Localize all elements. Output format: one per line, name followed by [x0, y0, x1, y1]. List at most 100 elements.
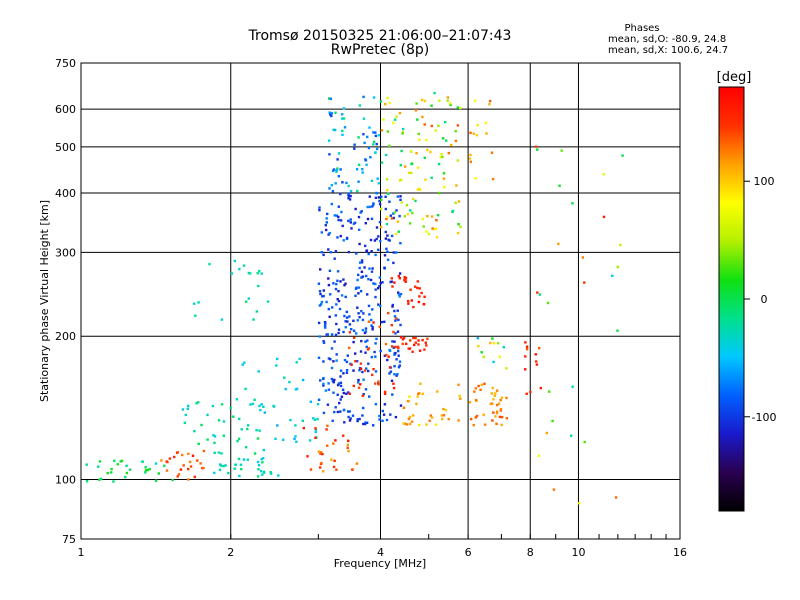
echo-point [375, 191, 378, 195]
echo-point [349, 221, 352, 224]
echo-point [335, 282, 338, 286]
echo-point [354, 287, 358, 290]
echo-point [362, 117, 366, 120]
echo-point [374, 282, 377, 286]
chart-subtitle: RwPretec (8p) [331, 42, 429, 58]
echo-point [347, 192, 351, 195]
echo-point [361, 168, 364, 171]
echo-point [367, 146, 371, 150]
echo-point [394, 319, 397, 322]
echo-point [375, 237, 378, 241]
echo-point [318, 208, 321, 212]
echo-point [165, 469, 169, 472]
echo-point [404, 280, 407, 283]
echo-point [384, 195, 387, 198]
echo-point [128, 468, 132, 471]
echo-point [353, 147, 356, 150]
echo-point [248, 272, 252, 275]
echo-point [384, 237, 388, 240]
echo-point [381, 281, 384, 284]
echo-point [505, 417, 508, 420]
echo-point [154, 462, 158, 465]
echo-point [399, 323, 402, 327]
grid-lines [81, 63, 680, 539]
echo-point [364, 421, 367, 424]
echo-point [337, 175, 340, 178]
echo-point [422, 302, 425, 306]
echo-point [365, 163, 368, 166]
echo-point [365, 274, 368, 278]
echo-point [258, 429, 261, 432]
color-bar-ticks: 100 0 -100 [744, 175, 776, 424]
echo-point [365, 421, 369, 424]
echo-point [392, 330, 395, 334]
echo-point [396, 309, 399, 312]
echo-point [405, 423, 409, 426]
echo-point [187, 452, 190, 455]
echo-point [455, 184, 458, 187]
echo-point [318, 335, 321, 338]
echo-point [394, 232, 398, 236]
echo-point [430, 176, 433, 179]
echo-point [352, 340, 355, 344]
y-tick-label: 400 [55, 187, 76, 200]
echo-point [380, 129, 384, 132]
echo-point [365, 367, 368, 370]
echo-point [347, 194, 351, 198]
echo-point [415, 402, 418, 406]
echo-point [206, 438, 209, 441]
echo-point [345, 369, 349, 372]
echo-point [335, 322, 338, 326]
echo-point [429, 414, 433, 417]
echo-point [377, 287, 380, 290]
echo-point [217, 419, 221, 422]
echo-point [342, 408, 346, 412]
echo-point [396, 345, 400, 349]
echo-point [383, 390, 387, 394]
echo-point [239, 463, 243, 466]
echo-point [255, 429, 258, 432]
echo-point [377, 380, 380, 383]
echo-point [411, 211, 414, 215]
echo-point [372, 143, 375, 146]
echo-point [387, 311, 390, 315]
echo-point [470, 417, 473, 421]
echo-point [372, 424, 375, 427]
echo-point [383, 266, 386, 269]
echo-point [365, 345, 368, 349]
echo-point [373, 239, 377, 242]
echo-point [195, 402, 198, 405]
echo-point [367, 304, 371, 308]
echo-point [119, 460, 122, 463]
echo-point [376, 147, 379, 151]
echo-point [354, 294, 357, 297]
echo-point [397, 230, 400, 233]
echo-point [386, 215, 389, 218]
echo-point [405, 204, 409, 207]
echo-point [349, 194, 352, 198]
echo-point [418, 349, 422, 352]
echo-point [411, 350, 414, 353]
echo-point [535, 363, 539, 366]
echo-point [473, 390, 476, 393]
echo-point [333, 214, 336, 217]
echo-point [361, 370, 364, 374]
echo-point [328, 187, 331, 190]
echo-point [330, 184, 333, 187]
echo-point [324, 321, 327, 325]
echo-point [357, 215, 361, 219]
echo-point [380, 195, 383, 198]
echo-point [368, 313, 371, 316]
echo-point [420, 98, 424, 102]
echo-point [334, 314, 337, 317]
echo-point [320, 231, 323, 234]
echo-point [125, 464, 128, 467]
echo-point [374, 382, 377, 385]
echo-point [294, 424, 297, 427]
echo-point [336, 393, 339, 396]
echo-point [538, 347, 541, 350]
echo-point [484, 121, 487, 125]
echo-point [348, 410, 351, 413]
echo-point [424, 341, 427, 344]
